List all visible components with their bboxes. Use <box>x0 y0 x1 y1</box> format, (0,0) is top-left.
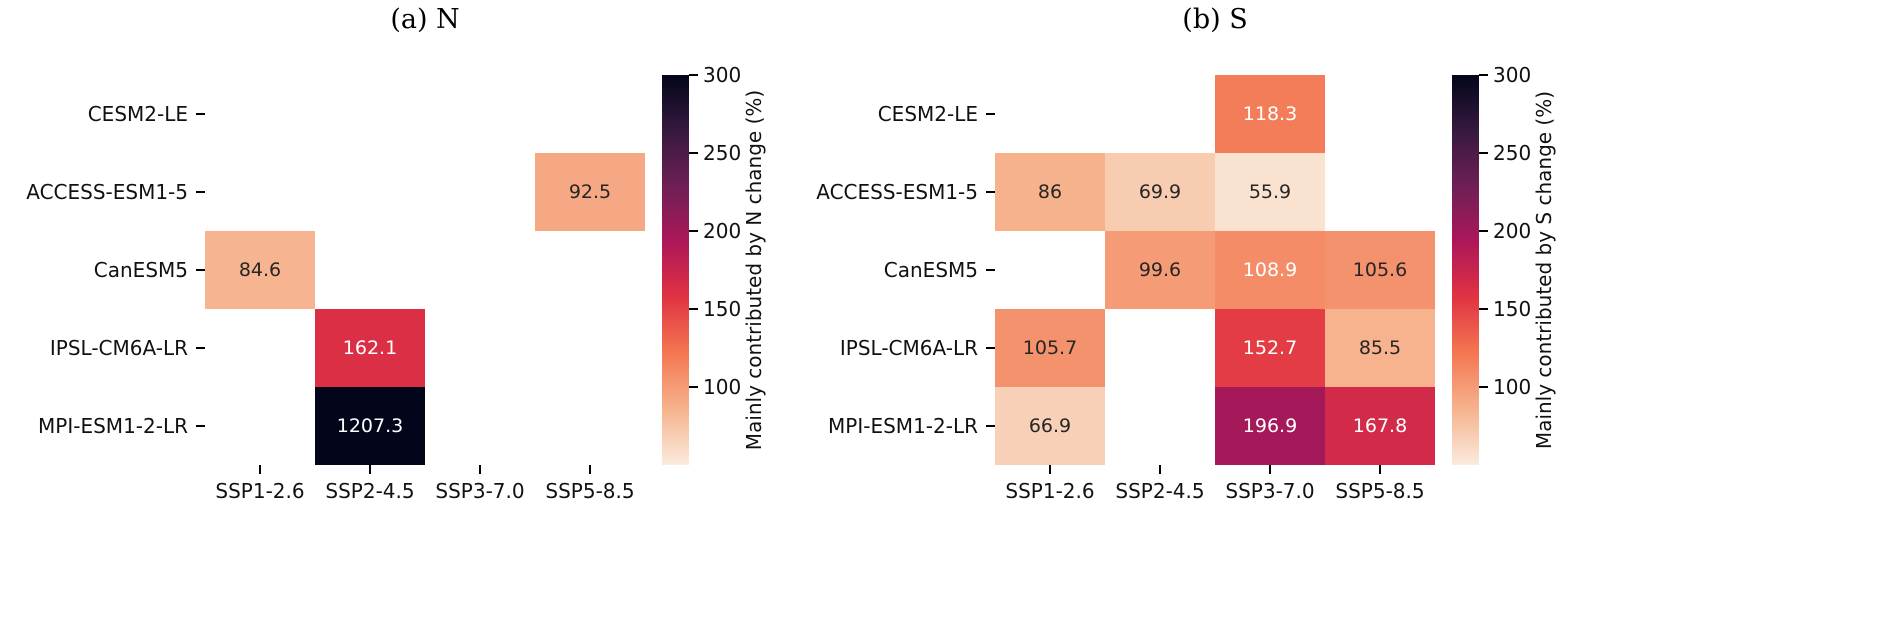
colorbar-tick-label: 100 <box>703 375 742 399</box>
heatmap-cell: 85.5 <box>1325 309 1435 387</box>
y-tick-mark <box>986 191 995 193</box>
heatmap-cell: 167.8 <box>1325 387 1435 465</box>
y-tick-mark <box>986 269 995 271</box>
colorbar-tick-label: 300 <box>703 63 742 87</box>
heatmap-cell: 69.9 <box>1105 153 1215 231</box>
panel-b-s: (b) S 118.3 86 69.9 55.9 99.6 108.9 105.6 105.7… <box>790 0 1590 622</box>
colorbar-tick-label: 200 <box>1493 219 1532 243</box>
y-tick-mark <box>196 269 205 271</box>
y-tick-mark <box>196 191 205 193</box>
colorbar-tick-label: 100 <box>1493 375 1532 399</box>
colorbar-axis-label: Mainly contributed by N change (%) <box>742 89 766 451</box>
colorbar-tick-label: 200 <box>703 219 742 243</box>
colorbar-tick-label: 250 <box>1493 141 1532 165</box>
x-tick-label: SSP3-7.0 <box>1225 479 1315 503</box>
x-tick-label: SSP2-4.5 <box>1115 479 1205 503</box>
heatmap-cell: 118.3 <box>1215 75 1325 153</box>
colorbar-tick-mark <box>689 230 698 232</box>
x-tick-mark <box>1379 465 1381 474</box>
colorbar-tick-mark <box>1479 74 1488 76</box>
colorbar-tick-label: 300 <box>1493 63 1532 87</box>
x-tick-mark <box>1049 465 1051 474</box>
x-tick-label: SSP1-2.6 <box>215 479 305 503</box>
y-tick-label: MPI-ESM1-2-LR <box>828 414 978 438</box>
x-tick-mark <box>369 465 371 474</box>
colorbar <box>662 75 689 465</box>
y-tick-label: CESM2-LE <box>87 102 188 126</box>
heatmap-cell: 108.9 <box>1215 231 1325 309</box>
y-tick-label: ACCESS-ESM1-5 <box>26 180 188 204</box>
y-tick-label: ACCESS-ESM1-5 <box>816 180 978 204</box>
colorbar-tick-label: 150 <box>1493 297 1532 321</box>
x-tick-label: SSP5-8.5 <box>545 479 635 503</box>
y-tick-label: IPSL-CM6A-LR <box>49 336 188 360</box>
heatmap-cell: 152.7 <box>1215 309 1325 387</box>
y-tick-mark <box>986 425 995 427</box>
colorbar-tick-mark <box>1479 152 1488 154</box>
colorbar-tick-mark <box>689 152 698 154</box>
x-tick-mark <box>1269 465 1271 474</box>
y-tick-label: CanESM5 <box>883 258 978 282</box>
x-tick-mark <box>1159 465 1161 474</box>
colorbar-tick-label: 250 <box>703 141 742 165</box>
x-tick-mark <box>589 465 591 474</box>
heatmap-cell: 55.9 <box>1215 153 1325 231</box>
y-tick-mark <box>196 425 205 427</box>
panel-a-title: (a) N <box>390 4 460 35</box>
heatmap-cell: 105.6 <box>1325 231 1435 309</box>
y-tick-mark <box>986 113 995 115</box>
y-tick-label: CanESM5 <box>93 258 188 282</box>
colorbar-tick-mark <box>689 308 698 310</box>
heatmap-cell: 92.5 <box>535 153 645 231</box>
colorbar-tick-mark <box>1479 230 1488 232</box>
heatmap-cell: 105.7 <box>995 309 1105 387</box>
y-tick-mark <box>196 113 205 115</box>
heatmap-cell: 196.9 <box>1215 387 1325 465</box>
heatmap-cell: 162.1 <box>315 309 425 387</box>
heatmap-cell: 86 <box>995 153 1105 231</box>
x-tick-label: SSP2-4.5 <box>325 479 415 503</box>
x-tick-label: SSP5-8.5 <box>1335 479 1425 503</box>
heatmap-cell: 84.6 <box>205 231 315 309</box>
y-tick-mark <box>196 347 205 349</box>
x-tick-mark <box>479 465 481 474</box>
x-tick-label: SSP1-2.6 <box>1005 479 1095 503</box>
colorbar-tick-mark <box>1479 308 1488 310</box>
x-tick-mark <box>259 465 261 474</box>
colorbar-tick-mark <box>1479 386 1488 388</box>
x-tick-label: SSP3-7.0 <box>435 479 525 503</box>
y-tick-mark <box>986 347 995 349</box>
colorbar-tick-label: 150 <box>703 297 742 321</box>
heatmap-cell: 1207.3 <box>315 387 425 465</box>
panel-b-heatmap: 118.3 86 69.9 55.9 99.6 108.9 105.6 105.7 152.7 8… <box>790 0 1590 622</box>
colorbar-tick-mark <box>689 386 698 388</box>
panel-a-heatmap: 92.5 84.6 162.1 1207.3 CESM2-LE ACCESS-ESM1-5… <box>0 0 800 622</box>
heatmap-cell: 99.6 <box>1105 231 1215 309</box>
colorbar <box>1452 75 1479 465</box>
colorbar-axis-label: Mainly contributed by S change (%) <box>1532 90 1556 450</box>
heatmap-cell: 66.9 <box>995 387 1105 465</box>
y-tick-label: CESM2-LE <box>877 102 978 126</box>
panel-a-n: (a) N 92.5 84.6 162.1 1207.3 CESM2-LE ACCESS-… <box>0 0 800 622</box>
y-tick-label: MPI-ESM1-2-LR <box>38 414 188 438</box>
colorbar-tick-mark <box>689 74 698 76</box>
panel-b-title: (b) S <box>1182 4 1248 35</box>
y-tick-label: IPSL-CM6A-LR <box>839 336 978 360</box>
